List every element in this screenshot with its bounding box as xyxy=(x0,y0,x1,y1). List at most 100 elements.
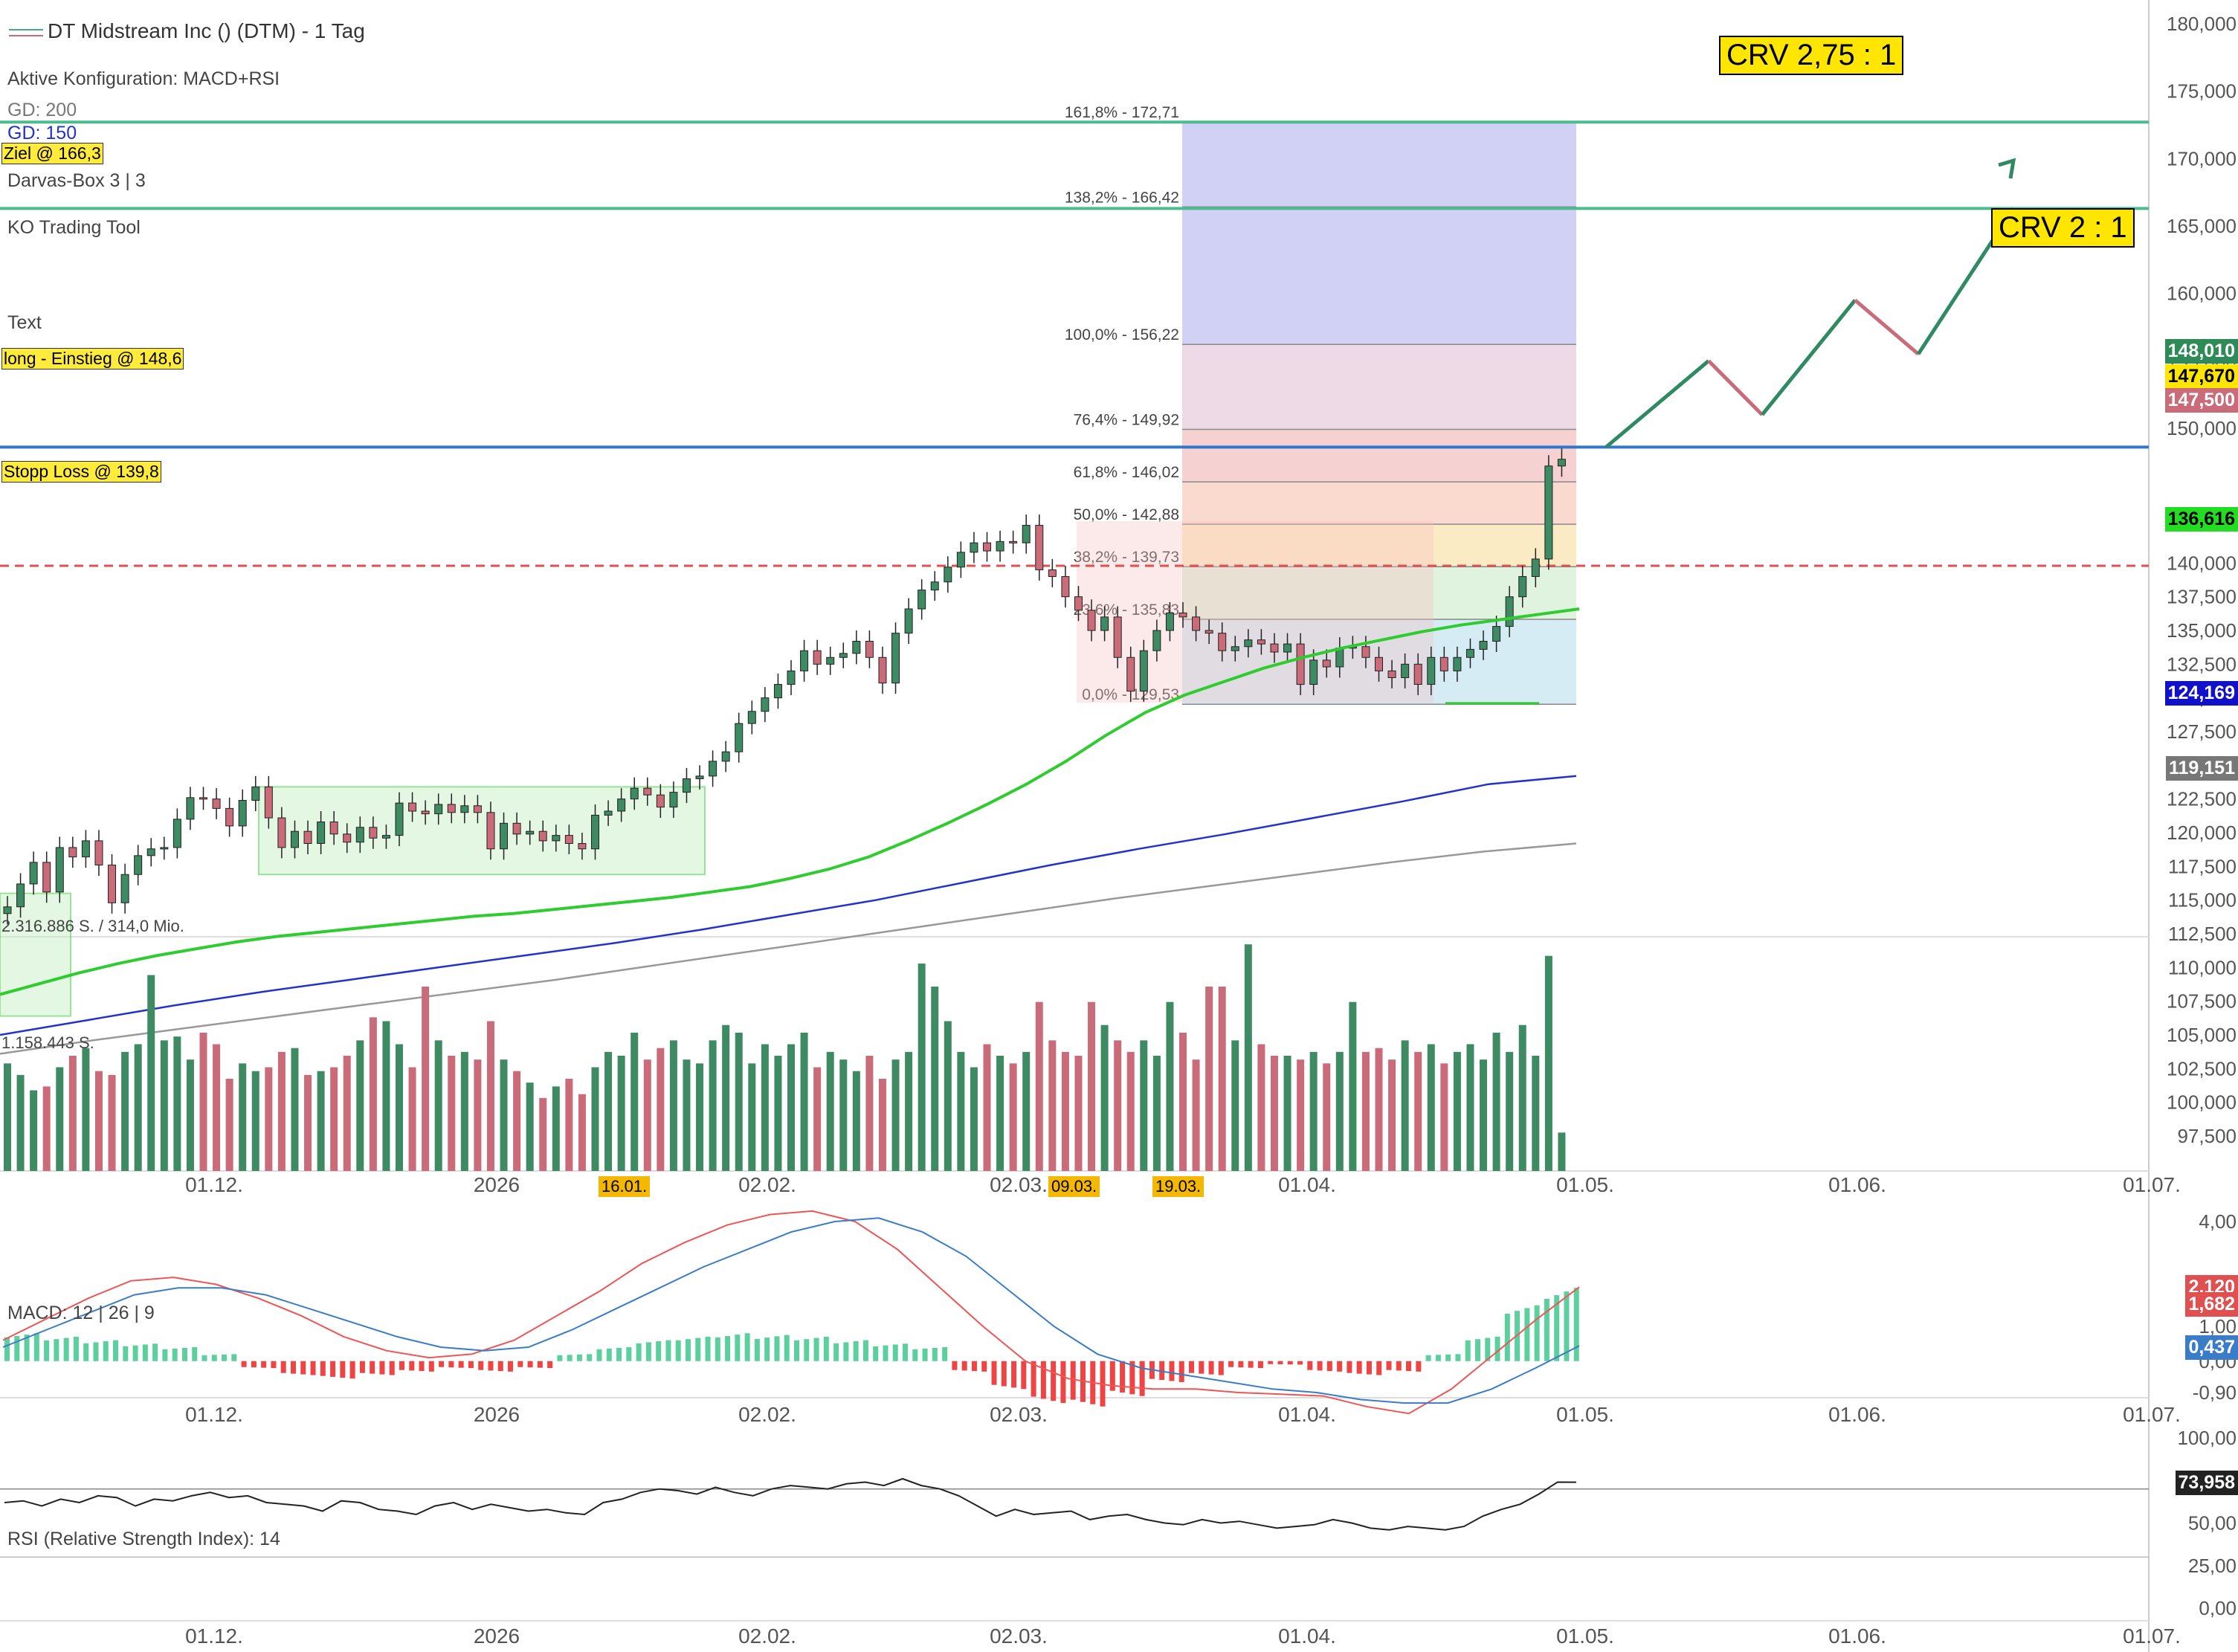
macd-histogram-bar xyxy=(1031,1361,1036,1397)
macd-histogram-bar xyxy=(280,1361,286,1373)
candle-body xyxy=(1322,659,1331,668)
volume-bar xyxy=(251,1071,259,1171)
candle-body xyxy=(643,787,652,796)
x-tick-label: 02.02. xyxy=(738,1403,796,1426)
candle-body xyxy=(526,830,535,835)
volume-bar xyxy=(56,1067,64,1171)
volume-bar xyxy=(1466,1044,1474,1171)
y-tick-label: 135,000 xyxy=(2167,619,2237,642)
volume-bar xyxy=(1323,1063,1331,1171)
fib-zone xyxy=(1182,122,1576,345)
macd-histogram-bar xyxy=(656,1341,662,1361)
darvas-label[interactable]: Darvas-Box 3 | 3 xyxy=(7,170,146,191)
volume-bar xyxy=(1126,1051,1135,1171)
volume-bar xyxy=(1518,1025,1526,1171)
target-label[interactable]: Ziel @ 166,3 xyxy=(1,143,103,164)
macd-histogram-bar xyxy=(370,1361,375,1374)
candle-body xyxy=(81,840,90,858)
candle-body xyxy=(761,697,770,712)
candle-body xyxy=(970,542,978,553)
fib-label: 50,0% - 142,88 xyxy=(1074,506,1179,523)
macd-histogram-bar xyxy=(576,1354,582,1361)
config-label[interactable]: Aktive Konfiguration: MACD+RSI xyxy=(7,68,280,89)
text-tool-label[interactable]: Text xyxy=(7,312,42,333)
macd-histogram-bar xyxy=(1228,1361,1234,1367)
candle-body xyxy=(1309,659,1318,685)
x-tick-label: 01.06. xyxy=(1828,1173,1886,1196)
candle-body xyxy=(29,862,38,885)
volume-bar xyxy=(1166,1001,1174,1171)
crv-275-box[interactable]: CRV 2,75 : 1 xyxy=(1719,36,1904,75)
candle-body xyxy=(1387,670,1396,678)
candle-body xyxy=(1257,639,1265,645)
volume-bar xyxy=(369,1017,377,1171)
y-tick-label: 97,500 xyxy=(2177,1125,2237,1147)
volume-bar xyxy=(291,1048,299,1171)
macd-histogram-bar xyxy=(211,1355,217,1361)
macd-histogram-bar xyxy=(1485,1338,1491,1361)
candle-body xyxy=(55,847,64,893)
candle-body xyxy=(146,848,155,856)
macd-histogram-bar xyxy=(419,1361,425,1372)
ko-tool-label[interactable]: KO Trading Tool xyxy=(7,217,141,238)
macd-histogram-bar xyxy=(1416,1361,1422,1372)
volume-bar xyxy=(500,1059,508,1171)
stop-loss-label[interactable]: Stopp Loss @ 139,8 xyxy=(1,461,161,483)
volume-bar xyxy=(552,1086,560,1171)
macd-histogram-bar xyxy=(1287,1361,1293,1365)
candle-body xyxy=(186,797,195,820)
y-tick-label: 155,000 xyxy=(2167,349,2237,372)
y-tick-label: 107,500 xyxy=(2167,990,2237,1013)
macd-histogram-bar xyxy=(695,1338,701,1361)
y-tick-label: 130,000 xyxy=(2167,687,2237,709)
candle-body xyxy=(773,684,782,699)
candle-body xyxy=(682,778,691,793)
volume-bar xyxy=(1427,1044,1435,1171)
macd-histogram-bar xyxy=(873,1346,879,1361)
macd-histogram-bar xyxy=(942,1346,948,1361)
candle-body xyxy=(604,810,613,816)
x-tick-label: 2026 xyxy=(474,1173,520,1196)
volume-bar xyxy=(1532,1056,1540,1171)
volume-bar xyxy=(617,1056,625,1171)
entry-label[interactable]: long - Einstieg @ 148,6 xyxy=(1,348,184,370)
candle-body xyxy=(735,723,744,752)
crv-2-box[interactable]: CRV 2 : 1 xyxy=(1991,208,2135,248)
volume-bar xyxy=(186,1059,194,1171)
gd150-line xyxy=(0,775,1577,1036)
gd200-label[interactable]: GD: 200 xyxy=(7,100,77,120)
macd-histogram-bar xyxy=(349,1361,355,1379)
candle-body xyxy=(460,805,469,813)
x-tick-label: 01.05. xyxy=(1556,1403,1614,1426)
macd-histogram-bar xyxy=(1504,1313,1510,1361)
volume-bar xyxy=(1375,1048,1383,1171)
macd-histogram-bar xyxy=(488,1361,494,1371)
volume-bar xyxy=(1414,1051,1422,1171)
macd-histogram-bar xyxy=(853,1341,859,1361)
volume-bar xyxy=(213,1044,221,1171)
macd-histogram-bar xyxy=(1317,1361,1323,1371)
volume-bar xyxy=(1257,1044,1265,1171)
volume-bar xyxy=(121,1051,129,1171)
volume-bar xyxy=(1048,1040,1057,1171)
macd-histogram-bar xyxy=(735,1335,741,1361)
candle-body xyxy=(3,906,12,914)
macd-histogram-bar xyxy=(1386,1361,1392,1370)
macd-histogram-bar xyxy=(1011,1361,1017,1388)
macd-histogram-bar xyxy=(823,1336,829,1361)
y-tick-label: 140,000 xyxy=(2167,552,2237,574)
volume-bar xyxy=(787,1044,795,1171)
macd-histogram-bar xyxy=(1544,1298,1549,1361)
gd150-label[interactable]: GD: 150 xyxy=(7,123,77,143)
candle-body xyxy=(160,847,169,850)
volume-bar xyxy=(983,1044,991,1171)
candle-body xyxy=(930,581,939,591)
y-tick-label: 125,000 xyxy=(2167,754,2237,776)
fib-label: 161,8% - 172,71 xyxy=(1065,104,1179,121)
macd-histogram-bar xyxy=(725,1335,731,1361)
volume-bar xyxy=(1270,1056,1278,1171)
volume-bar xyxy=(30,1090,38,1171)
candle-body xyxy=(983,542,991,552)
candle-body xyxy=(721,751,730,762)
